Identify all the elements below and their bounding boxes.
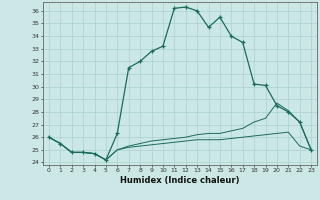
X-axis label: Humidex (Indice chaleur): Humidex (Indice chaleur) [120, 176, 240, 185]
